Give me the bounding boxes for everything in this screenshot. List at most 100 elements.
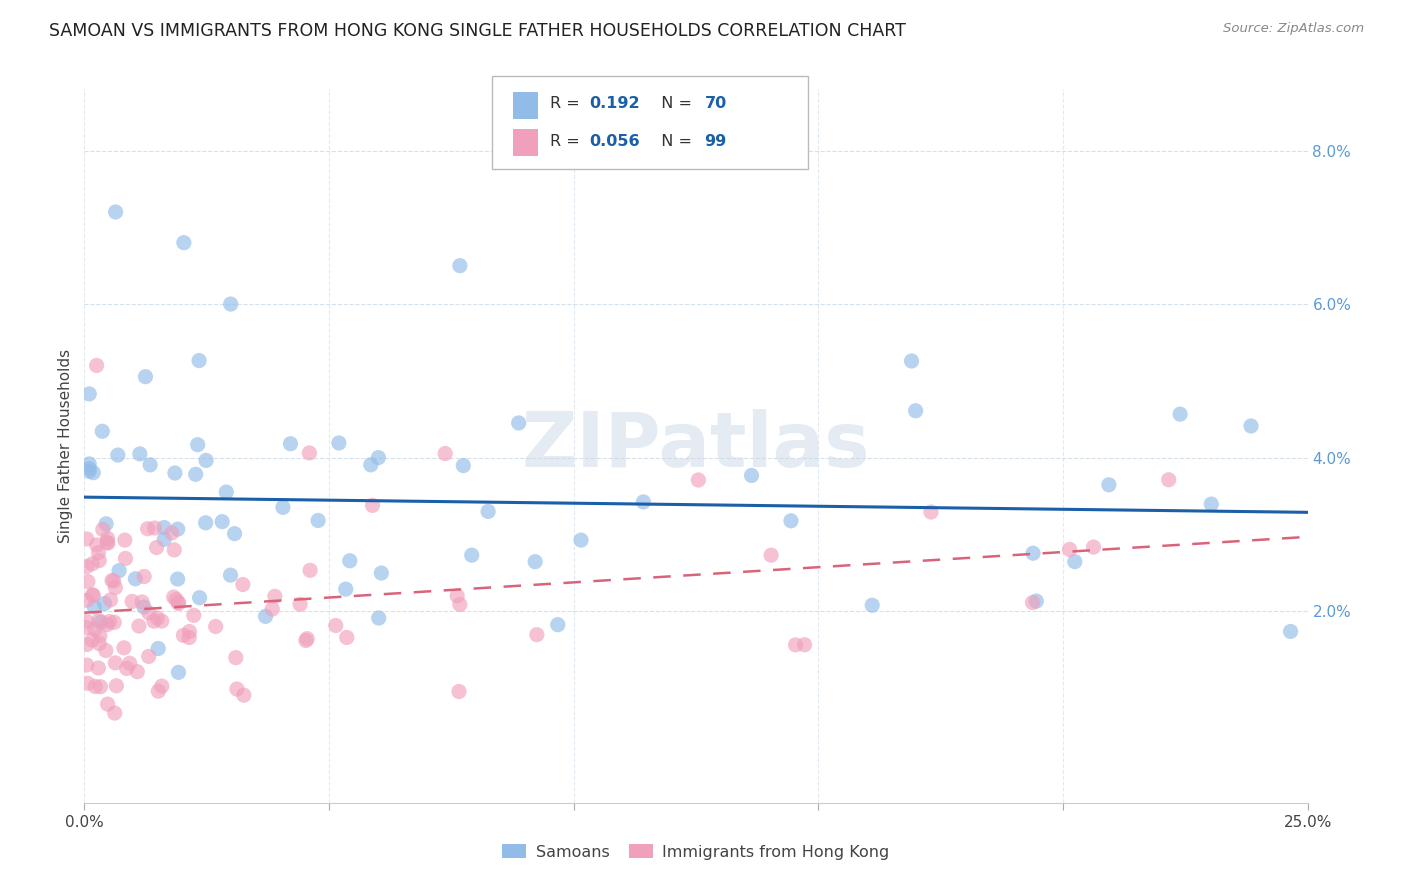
- Point: [219, 568, 242, 582]
- Point: [163, 590, 186, 604]
- Point: [288, 597, 311, 611]
- Point: [112, 640, 135, 655]
- Point: [477, 504, 499, 518]
- Point: [461, 548, 484, 562]
- Point: [1022, 546, 1045, 560]
- Point: [104, 706, 127, 720]
- Point: [83, 599, 105, 614]
- Point: [339, 554, 361, 568]
- Point: [163, 542, 186, 557]
- Point: [526, 628, 548, 642]
- Point: [77, 464, 100, 478]
- Point: [96, 617, 118, 632]
- Text: ZIPatlas: ZIPatlas: [522, 409, 870, 483]
- Point: [77, 461, 100, 475]
- Point: [569, 533, 592, 548]
- Point: [188, 591, 211, 605]
- Point: [1157, 473, 1180, 487]
- Point: [76, 676, 98, 690]
- Point: [1083, 540, 1105, 554]
- Point: [271, 500, 294, 515]
- Point: [150, 679, 173, 693]
- Point: [89, 680, 111, 694]
- Point: [860, 599, 883, 613]
- Y-axis label: Single Father Households: Single Father Households: [58, 349, 73, 543]
- Point: [232, 688, 254, 702]
- Point: [361, 499, 384, 513]
- Point: [84, 623, 107, 637]
- Point: [91, 523, 114, 537]
- Point: [87, 545, 110, 559]
- Text: Source: ZipAtlas.com: Source: ZipAtlas.com: [1223, 22, 1364, 36]
- Point: [87, 614, 110, 628]
- Point: [1168, 407, 1191, 421]
- Point: [298, 446, 321, 460]
- Point: [446, 589, 468, 603]
- Point: [219, 297, 242, 311]
- Text: N =: N =: [651, 134, 697, 149]
- Point: [128, 619, 150, 633]
- Point: [508, 416, 530, 430]
- Point: [128, 447, 150, 461]
- Point: [82, 633, 104, 648]
- Point: [1059, 542, 1081, 557]
- Point: [741, 468, 763, 483]
- Point: [165, 592, 187, 607]
- Point: [295, 632, 318, 646]
- Point: [160, 525, 183, 540]
- Point: [335, 582, 357, 596]
- Point: [76, 614, 98, 628]
- Point: [325, 618, 347, 632]
- Point: [1240, 419, 1263, 434]
- Point: [77, 387, 100, 401]
- Point: [118, 657, 141, 671]
- Point: [1201, 497, 1223, 511]
- Point: [153, 533, 176, 547]
- Point: [94, 516, 117, 531]
- Point: [139, 458, 162, 472]
- Point: [434, 446, 457, 460]
- Point: [280, 436, 302, 450]
- Point: [104, 205, 127, 219]
- Point: [86, 538, 108, 552]
- Point: [89, 629, 111, 643]
- Point: [367, 450, 389, 465]
- Point: [76, 559, 98, 574]
- Point: [100, 593, 122, 607]
- Point: [224, 526, 246, 541]
- Point: [173, 235, 195, 250]
- Point: [94, 643, 117, 657]
- Point: [167, 595, 190, 609]
- Point: [307, 514, 329, 528]
- Point: [105, 679, 128, 693]
- Point: [904, 403, 927, 417]
- Point: [77, 457, 100, 471]
- Point: [295, 633, 318, 648]
- Point: [759, 548, 782, 562]
- Point: [187, 438, 209, 452]
- Point: [179, 631, 201, 645]
- Point: [167, 596, 190, 610]
- Point: [688, 473, 710, 487]
- Point: [447, 684, 470, 698]
- Point: [453, 458, 475, 473]
- Text: SAMOAN VS IMMIGRANTS FROM HONG KONG SINGLE FATHER HOUSEHOLDS CORRELATION CHART: SAMOAN VS IMMIGRANTS FROM HONG KONG SING…: [49, 22, 905, 40]
- Point: [103, 574, 125, 588]
- Text: 0.056: 0.056: [589, 134, 640, 149]
- Point: [163, 466, 186, 480]
- Point: [449, 259, 471, 273]
- Point: [145, 541, 167, 555]
- Point: [138, 649, 160, 664]
- Point: [76, 638, 98, 652]
- Point: [124, 572, 146, 586]
- Point: [780, 514, 803, 528]
- Point: [179, 624, 201, 639]
- Point: [127, 665, 149, 679]
- Point: [148, 641, 170, 656]
- Point: [82, 466, 104, 480]
- Point: [101, 574, 124, 588]
- Point: [132, 600, 155, 615]
- Point: [900, 354, 922, 368]
- Point: [336, 631, 359, 645]
- Legend: Samoans, Immigrants from Hong Kong: Samoans, Immigrants from Hong Kong: [496, 838, 896, 866]
